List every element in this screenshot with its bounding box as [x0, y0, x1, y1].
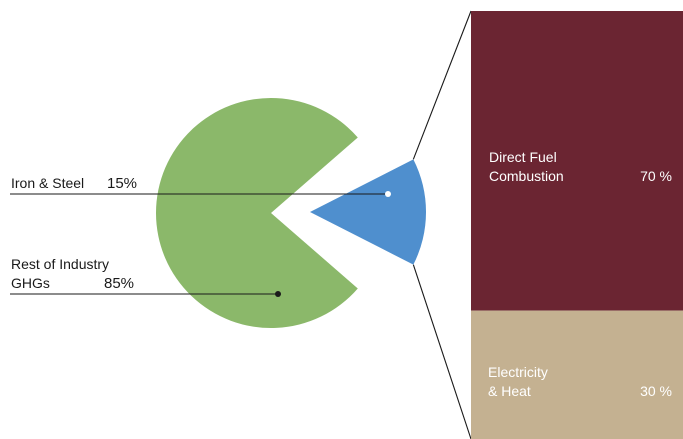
- bar-segment-direct-fuel-combustion: [471, 11, 683, 311]
- label-rest-line1: Rest of Industry: [11, 256, 109, 272]
- bar-label-direct-line1: Direct Fuel: [489, 149, 557, 165]
- bar-value-elec: 30 %: [640, 383, 672, 399]
- bar-label-elec-line1: Electricity: [488, 364, 548, 380]
- bar-value-direct: 70 %: [640, 168, 672, 184]
- leader-dot-iron-steel: [385, 191, 391, 197]
- label-iron-steel-name: Iron & Steel: [11, 175, 84, 191]
- bar-label-elec-line2: & Heat: [488, 383, 531, 399]
- pie-group: [155, 97, 427, 328]
- bar-segment-electricity-heat: [471, 310, 683, 439]
- bar-label-direct-line2: Combustion: [489, 168, 564, 184]
- pie-slice-iron-and-steel: [310, 159, 427, 265]
- leader-dot-rest: [275, 291, 281, 297]
- label-iron-steel-value: 15%: [107, 175, 137, 192]
- label-rest-line2: GHGs: [11, 275, 50, 291]
- connector-line-bottom: [412, 264, 472, 439]
- pie-slice-rest-of-industry: [155, 97, 358, 328]
- label-rest-value: 85%: [104, 275, 134, 292]
- connector-line-top: [412, 10, 472, 160]
